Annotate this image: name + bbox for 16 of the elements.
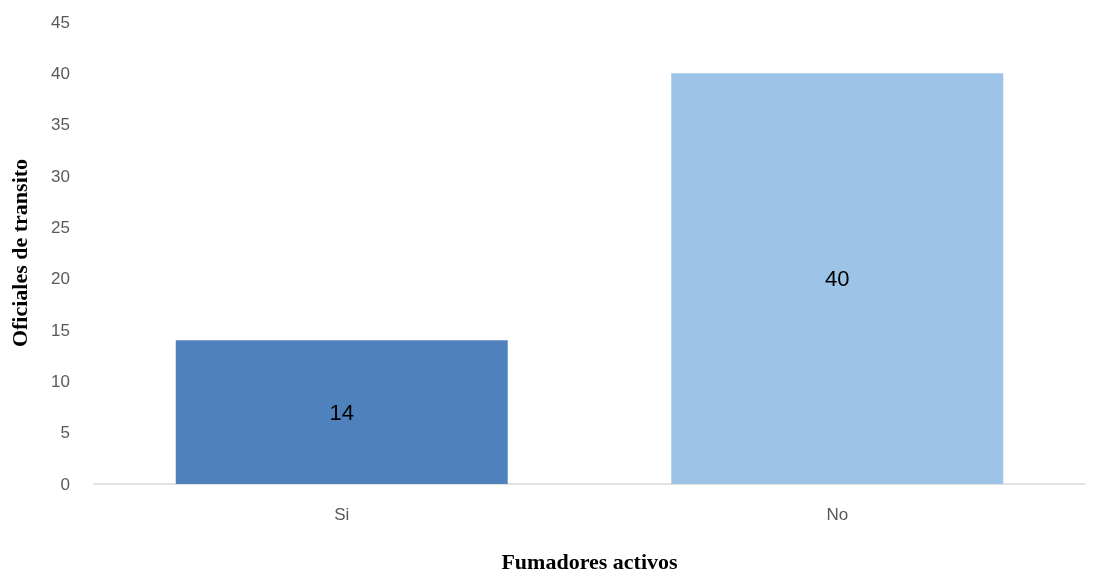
y-tick-label: 5 bbox=[60, 423, 70, 443]
y-tick-label: 0 bbox=[60, 474, 70, 494]
y-tick-label: 20 bbox=[51, 269, 70, 289]
y-tick-label: 10 bbox=[51, 371, 70, 391]
x-axis-title: Fumadores activos bbox=[501, 548, 679, 574]
data-label: 40 bbox=[825, 266, 850, 292]
y-tick-label: 35 bbox=[51, 115, 70, 135]
y-tick-label: 25 bbox=[51, 217, 70, 237]
y-tick-label: 30 bbox=[51, 166, 70, 186]
data-label: 14 bbox=[329, 399, 354, 425]
x-tick-label: Si bbox=[334, 505, 350, 524]
y-axis-title: Oficiales de transito bbox=[6, 158, 32, 348]
y-tick-label: 15 bbox=[51, 320, 70, 340]
y-tick-label: 45 bbox=[51, 12, 70, 32]
x-tick-label: No bbox=[826, 505, 849, 524]
y-tick-label: 40 bbox=[51, 63, 70, 83]
